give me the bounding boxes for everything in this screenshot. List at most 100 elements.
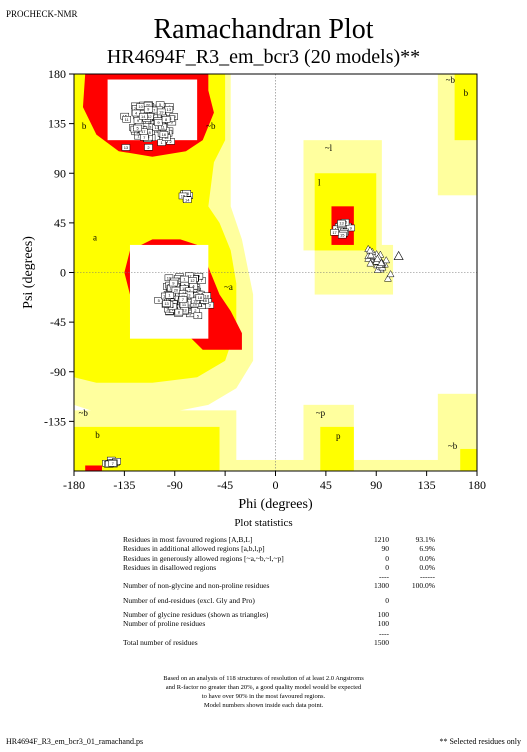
- glycine-point: [366, 251, 375, 259]
- residue-model-number: 4: [192, 284, 195, 289]
- residue-point: [346, 224, 355, 232]
- residue-point: [133, 124, 142, 132]
- residue-model-number: 13: [335, 226, 340, 231]
- region-label: a: [93, 233, 97, 243]
- residue-point: [157, 139, 166, 146]
- x-tick-label: 135: [418, 478, 436, 492]
- stats-row: Total number of residues 1500: [123, 638, 443, 647]
- footnote: Based on an analysis of 118 structures o…: [0, 674, 527, 710]
- residue-model-number: 9: [172, 281, 175, 286]
- residue-model-number: 2: [169, 139, 172, 144]
- stats-table: Residues in most favoured regions [A,B,L…: [123, 535, 443, 647]
- residue-model-number: 13: [154, 125, 159, 130]
- residue-model-number: 6: [144, 124, 147, 129]
- residue-point: [140, 134, 149, 141]
- stats-count: 1300: [374, 581, 389, 591]
- residue-model-number: 18: [204, 293, 209, 298]
- residue-model-number: 13: [124, 145, 129, 150]
- ramachandran-plot: -180 -135 -90 -45 0 45 90 135 18018013590450-45-…: [21, 67, 486, 512]
- residue-point: [182, 196, 192, 203]
- residue-model-number: 15: [182, 286, 187, 291]
- residue-model-number: 16: [162, 132, 167, 137]
- footnote-line: Based on an analysis of 118 structures o…: [163, 675, 364, 682]
- region-label: p: [336, 431, 341, 441]
- residue-model-number: 7: [153, 113, 156, 118]
- residue-model-number: 4: [147, 135, 150, 140]
- page-title: Ramachandran Plot: [153, 14, 374, 45]
- stats-row: Number of end-residues (excl. Gly and Pr…: [123, 596, 443, 605]
- residue-model-number: 9: [157, 120, 160, 125]
- residue-model-number: 7: [112, 461, 115, 466]
- glycine-point: [366, 259, 375, 267]
- stats-count: 1500: [374, 637, 389, 647]
- region-label: l: [318, 177, 321, 187]
- stats-label: Residues in disallowed regions: [123, 562, 217, 572]
- region-label: ~b: [448, 441, 458, 451]
- stats-label: Number of glycine residues (shown as tri…: [123, 610, 269, 620]
- residue-model-number: 1: [168, 293, 171, 298]
- residue-model-number: 8: [178, 310, 181, 315]
- y-tick-label: -135: [44, 414, 66, 428]
- region-label: ~b: [446, 75, 456, 85]
- residue-model-number: 9: [189, 311, 192, 316]
- residue-model-number: 5: [197, 313, 200, 318]
- stats-count: 100: [377, 610, 389, 620]
- stats-count: 1210: [374, 535, 389, 544]
- y-tick-label: 0: [60, 266, 66, 280]
- stats-row: Number of glycine residues (shown as tri…: [123, 610, 443, 619]
- residue-model-number: 17: [198, 292, 203, 297]
- residue-model-number: 19: [159, 109, 164, 114]
- residue-model-number: 1: [183, 277, 186, 282]
- y-tick-label: -45: [50, 315, 66, 329]
- residue-point: [154, 297, 163, 304]
- stats-count: 0: [385, 595, 389, 605]
- residue-model-number: 18: [146, 130, 151, 135]
- y-tick-label: 90: [54, 166, 66, 180]
- residue-model-number: 13: [167, 107, 172, 112]
- stats-row: Residues in generously allowed regions […: [123, 554, 443, 563]
- stats-count: 0: [385, 553, 389, 563]
- stats-count: 0: [385, 562, 389, 572]
- footnote-line: and R-factor no greater than 20%, a good…: [165, 684, 362, 691]
- footer-note: ** Selected residues only: [439, 737, 521, 746]
- region-label: ~l: [325, 143, 333, 153]
- residue-point: [171, 286, 181, 294]
- region-label: ~b: [206, 121, 216, 131]
- glycine-point: [377, 258, 386, 266]
- residue-point: [122, 116, 131, 123]
- residue-model-number: 20: [174, 288, 179, 293]
- region-label: ~a: [224, 282, 233, 292]
- stats-row: ---- ------: [123, 572, 443, 581]
- region-labels: b ~b ~b b ~l l a ~a ~b b ~p p ~b: [78, 75, 468, 451]
- residue-model-number: 2: [189, 288, 192, 293]
- residue-point: [178, 296, 188, 303]
- residue-model-number: 12: [147, 114, 152, 119]
- stats-row: Residues in most favoured regions [A,B,L…: [123, 535, 443, 544]
- data-points: 7519124181941311121713182512021920815201…: [102, 101, 404, 468]
- y-tick-label: 45: [54, 216, 66, 230]
- residue-model-number: 5: [158, 298, 161, 303]
- stats-label: Number of non-glycine and non-proline re…: [123, 581, 270, 591]
- residue-model-number: 7: [143, 135, 146, 140]
- residue-point: [139, 113, 148, 120]
- stats-row: ----: [123, 629, 443, 638]
- stats-percent: ------: [420, 572, 435, 582]
- residue-model-number: 17: [151, 108, 156, 113]
- stats-percent: 6.9%: [419, 544, 435, 554]
- stats-row: Number of non-glycine and non-proline re…: [123, 581, 443, 590]
- stats-row: Residues in disallowed regions 0 0.0%: [123, 563, 443, 572]
- residue-model-number: 8: [165, 117, 168, 122]
- allowed-region: [460, 448, 477, 471]
- region-label: b: [82, 121, 87, 131]
- residue-model-number: 10: [192, 293, 197, 298]
- stats-label: Residues in generously allowed regions […: [123, 553, 284, 563]
- stats-percent: 93.1%: [415, 535, 435, 544]
- x-tick-label: -135: [113, 478, 135, 492]
- stats-count: ----: [379, 572, 389, 582]
- stats-count: 90: [381, 544, 390, 554]
- residue-model-number: 7: [200, 278, 203, 283]
- stats-title: Plot statistics: [234, 517, 293, 529]
- residue-model-number: 18: [198, 295, 203, 300]
- region-label: b: [464, 88, 469, 98]
- residue-model-number: 5: [184, 283, 187, 288]
